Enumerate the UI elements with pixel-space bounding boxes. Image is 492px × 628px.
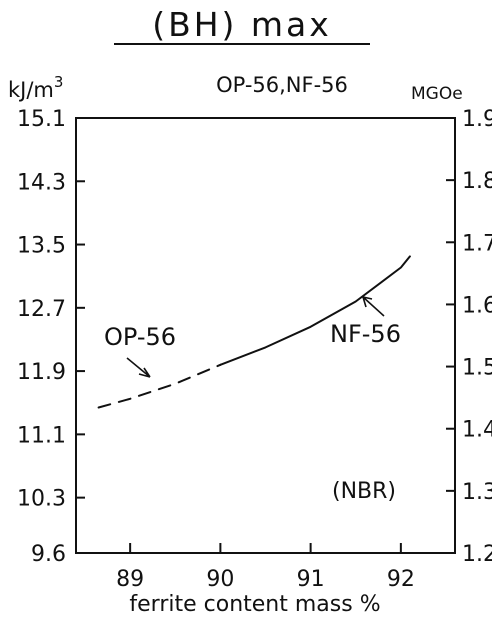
y-right-tick-label: 1.3: [462, 480, 492, 505]
x-axis-label: ferrite content mass %: [129, 592, 380, 617]
ticks: 15.1 14.3 13.5 12.7 11.9 11.1 10.3 9.6 1.9 1.8 1.7…: [17, 107, 492, 592]
arrow-op-56: [127, 358, 150, 377]
series-line-nf-56: [220, 256, 410, 364]
series-label-nf-56: NF-56: [330, 320, 401, 348]
y-right-tick-label: 1.4: [462, 418, 492, 443]
chart-title: (BH) max: [152, 5, 332, 44]
y-right-tick-label: 1.7: [462, 231, 492, 256]
x-tick-label: 92: [387, 567, 415, 592]
x-tick-label: 91: [297, 567, 325, 592]
y-left-tick-label: 12.7: [17, 297, 66, 322]
series-label-op-56: OP-56: [104, 323, 176, 351]
y-left-tick-label: 15.1: [17, 107, 66, 132]
y-axis-unit-left-sup: 3: [54, 73, 64, 91]
y-left-tick-label: 14.3: [17, 170, 66, 195]
y-left-tick-label: 10.3: [17, 487, 66, 512]
y-axis-unit-right: MGOe: [411, 84, 463, 104]
y-right-tick-label: 1.8: [462, 169, 492, 194]
y-left-tick-label: 11.1: [17, 423, 66, 448]
y-right-tick-label: 1.9: [462, 107, 492, 132]
arrow-nf-56: [363, 297, 384, 316]
series-line-op-56: [99, 365, 221, 408]
y-axis-unit-left-base: kJ/m: [8, 78, 54, 102]
y-left-tick-label: 9.6: [31, 542, 66, 567]
x-tick-label: 89: [116, 567, 144, 592]
y-right-tick-label: 1.6: [462, 293, 492, 318]
y-right-tick-label: 1.2: [462, 542, 492, 567]
annotation-nbr: (NBR): [332, 479, 396, 504]
y-left-tick-label: 13.5: [17, 234, 66, 259]
y-right-tick-label: 1.5: [462, 356, 492, 381]
x-tick-label: 90: [206, 567, 234, 592]
chart-subtitle: OP-56,NF-56: [216, 73, 348, 97]
y-axis-unit-left: kJ/m3: [8, 73, 63, 102]
y-left-tick-label: 11.9: [17, 360, 66, 385]
